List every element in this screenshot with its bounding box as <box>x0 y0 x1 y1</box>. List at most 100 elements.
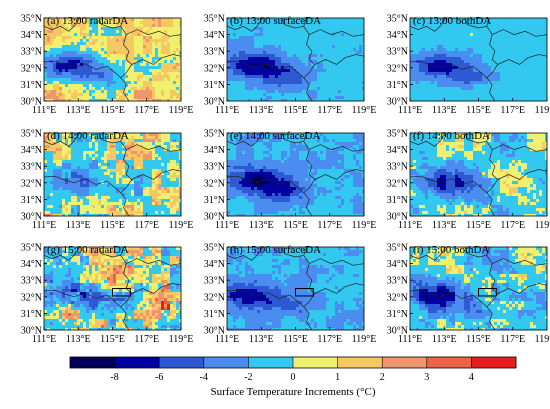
panel-label: (a) 13:00 radarDA <box>47 15 128 27</box>
lat-tick-label: 31°N <box>204 80 225 91</box>
lon-tick-label: 111°E <box>398 220 422 231</box>
province-boundary <box>409 132 446 147</box>
province-boundary <box>486 17 499 79</box>
lat-tick-label: 34°N <box>204 259 225 270</box>
province-boundary <box>226 175 313 217</box>
map-panel-6: (h) 15:00 surfaceDA 30°N 31°N 32°N 33°N 34°N 3… <box>204 243 377 346</box>
lat-tick-label: 33°N <box>21 276 42 287</box>
colorbar-tick-label: 1 <box>335 372 340 383</box>
colorbar-tick-label: 0 <box>291 372 296 383</box>
lon-tick-label: 111°E <box>32 105 56 116</box>
lat-tick-label: 33°N <box>387 47 408 58</box>
province-boundary <box>492 144 548 152</box>
province-boundary <box>309 144 365 152</box>
lat-tick-label: 30°N <box>387 97 408 108</box>
lon-tick-label: 111°E <box>215 220 239 231</box>
lon-tick-label: 117°E <box>134 334 159 345</box>
province-boundary <box>464 17 487 29</box>
map-panel-8: (f) 14:00 bothDA 30°N 31°N 32°N 33°N 34°N 35°N… <box>387 129 550 232</box>
lat-tick-label: 33°N <box>21 162 42 173</box>
map-panel-1: (a) 13:00 radarDA 30°N 31°N 32°N 33°N 34°N 35°… <box>21 14 194 117</box>
study-area-box <box>478 288 497 297</box>
colorbar-segment <box>114 357 160 368</box>
lon-tick-label: 113°E <box>432 105 457 116</box>
colorbar-tick-label: -6 <box>155 372 163 383</box>
province-boundary <box>409 17 446 32</box>
lat-tick-label: 33°N <box>21 47 42 58</box>
lon-tick-label: 119°E <box>169 220 194 231</box>
lat-tick-label: 31°N <box>204 195 225 206</box>
province-boundary <box>43 246 80 261</box>
lat-tick-label: 32°N <box>204 292 225 303</box>
province-boundary <box>131 54 182 65</box>
study-area-box <box>112 288 131 297</box>
province-boundary <box>281 246 304 258</box>
lat-tick-label: 35°N <box>204 243 225 254</box>
panel-label: (g) 15:00 radarDA <box>47 244 129 256</box>
colorbar-segment <box>426 357 472 368</box>
province-boundary <box>486 246 499 308</box>
lon-tick-label: 113°E <box>432 220 457 231</box>
province-boundary <box>497 283 548 294</box>
colorbar: -8 -6 -4 -2 0 1 2 3 4 Surface Temperature Increme… <box>69 356 517 398</box>
colorbar-segment <box>471 357 517 368</box>
colorbar-tick-label: -4 <box>200 372 208 383</box>
colorbar-segment <box>159 357 204 368</box>
lat-tick-label: 33°N <box>387 276 408 287</box>
lon-tick-label: 113°E <box>249 105 274 116</box>
lat-tick-label: 31°N <box>204 309 225 320</box>
province-boundary <box>120 132 133 194</box>
lon-tick-label: 117°E <box>134 220 159 231</box>
lon-tick-label: 115°E <box>466 334 491 345</box>
lon-tick-label: 111°E <box>215 105 239 116</box>
province-boundary <box>492 29 548 37</box>
lat-tick-label: 31°N <box>21 195 42 206</box>
lat-tick-label: 34°N <box>387 259 408 270</box>
lat-tick-label: 33°N <box>204 47 225 58</box>
study-area-box <box>295 288 314 297</box>
lat-tick-label: 30°N <box>21 212 42 223</box>
lon-tick-label: 119°E <box>352 220 377 231</box>
province-boundary <box>281 17 304 29</box>
lon-tick-label: 119°E <box>535 334 550 345</box>
province-boundary <box>98 246 121 258</box>
colorbar-segment <box>382 357 427 368</box>
map-panel-4: (b) 13:00 surfaceDA 30°N 31°N 32°N 33°N 34°N 3… <box>204 14 377 117</box>
lon-tick-label: 111°E <box>215 334 239 345</box>
lon-tick-label: 117°E <box>317 334 342 345</box>
province-boundary <box>314 54 365 65</box>
colorbar-tick-label: -2 <box>244 372 252 383</box>
map-panel-3: (g) 15:00 radarDA 30°N 31°N 32°N 33°N 34°N 35°… <box>21 243 194 346</box>
lat-tick-label: 31°N <box>387 309 408 320</box>
colorbar-tick-label: 3 <box>424 372 429 383</box>
lon-tick-label: 113°E <box>66 105 91 116</box>
lon-tick-label: 115°E <box>100 220 125 231</box>
lon-tick-label: 111°E <box>32 220 56 231</box>
lat-tick-label: 31°N <box>21 80 42 91</box>
lat-tick-label: 34°N <box>204 145 225 156</box>
province-boundary <box>409 175 496 217</box>
province-boundary <box>120 17 133 79</box>
lat-tick-label: 34°N <box>204 30 225 41</box>
lat-tick-label: 30°N <box>204 212 225 223</box>
lon-tick-label: 115°E <box>100 334 125 345</box>
lon-tick-label: 119°E <box>535 105 550 116</box>
lon-tick-label: 119°E <box>352 105 377 116</box>
province-boundary <box>43 60 130 102</box>
colorbar-label: Surface Temperature Increments (°C) <box>211 386 376 398</box>
lon-tick-label: 117°E <box>500 105 525 116</box>
lon-tick-label: 115°E <box>466 105 491 116</box>
panel-label: (c) 13:00 bothDA <box>413 15 491 27</box>
lat-tick-label: 30°N <box>387 326 408 337</box>
province-boundary <box>486 132 499 194</box>
lat-tick-label: 33°N <box>204 276 225 287</box>
lat-tick-label: 33°N <box>204 162 225 173</box>
province-boundary <box>131 283 182 294</box>
lat-tick-label: 35°N <box>21 129 42 140</box>
lon-tick-label: 119°E <box>169 105 194 116</box>
province-boundary <box>464 246 487 258</box>
lat-tick-label: 30°N <box>387 212 408 223</box>
province-boundary <box>43 132 80 147</box>
lon-tick-label: 119°E <box>535 220 550 231</box>
lat-tick-label: 33°N <box>387 162 408 173</box>
